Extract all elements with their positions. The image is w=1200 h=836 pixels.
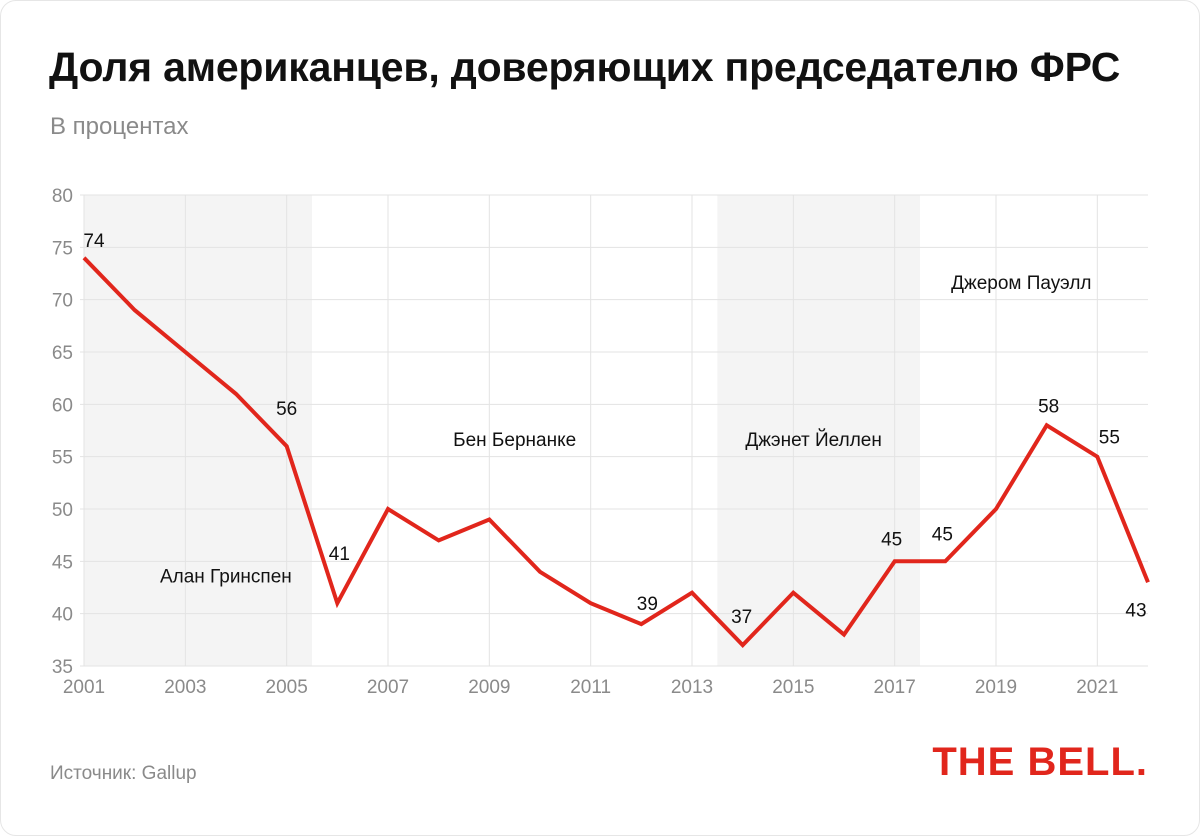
- x-tick-label: 2013: [671, 677, 713, 698]
- x-tick-label: 2003: [164, 677, 206, 698]
- data-label: 45: [881, 529, 902, 550]
- y-tick-label: 70: [52, 291, 73, 312]
- y-tick-label: 60: [52, 395, 73, 416]
- data-label: 39: [637, 594, 658, 615]
- x-tick-label: 2011: [570, 677, 611, 698]
- period-label-2: Джэнет Йеллен: [745, 429, 882, 451]
- the-bell-logo: THE BELL.: [932, 740, 1148, 784]
- x-axis-ticks: 2001 2003 2005 2007 2009 2011 2013 2015 2017 2019…: [63, 677, 1119, 698]
- chart-subtitle: В процентах: [50, 113, 189, 140]
- x-tick-label: 2015: [772, 677, 814, 698]
- x-tick-label: 2019: [975, 677, 1017, 698]
- period-shade-0: [84, 195, 312, 666]
- data-label: 45: [932, 524, 953, 545]
- series-group: [82, 256, 1150, 648]
- x-tick-label: 2005: [266, 677, 308, 698]
- source-note: Источник: Gallup: [50, 763, 197, 784]
- period-shade-2: [717, 195, 920, 666]
- y-tick-label: 35: [52, 657, 73, 678]
- y-tick-label: 45: [52, 552, 73, 573]
- grid-lines: [80, 194, 1148, 667]
- y-tick-label: 55: [52, 448, 73, 469]
- series-line-0: [82, 256, 1150, 648]
- period-labels: Алан Гринспен Бен Бернанке Джэнет Йеллен Дж…: [160, 273, 1092, 587]
- y-axis-ticks: 35 40 45 50 55 60 65 70 75 80: [52, 186, 73, 678]
- y-tick-label: 40: [52, 605, 73, 626]
- period-label-1: Бен Бернанке: [453, 430, 576, 451]
- data-label: 41: [329, 544, 350, 565]
- data-label: 55: [1099, 428, 1120, 449]
- y-tick-label: 50: [52, 500, 73, 521]
- data-label: 74: [83, 231, 105, 252]
- chart-title: Доля американцев, доверяющих председател…: [49, 44, 1121, 90]
- data-label: 37: [731, 607, 752, 628]
- y-tick-label: 65: [52, 343, 73, 364]
- data-labels: 74 56 41 39 37 45 45 58 55 43: [83, 231, 1146, 628]
- data-label: 56: [276, 399, 297, 420]
- data-label: 43: [1125, 600, 1146, 621]
- y-tick-label: 80: [52, 186, 73, 207]
- x-tick-label: 2001: [63, 677, 105, 698]
- data-label: 58: [1038, 396, 1059, 417]
- x-tick-label: 2017: [874, 677, 916, 698]
- y-tick-label: 75: [52, 238, 73, 259]
- period-label-0: Алан Гринспен: [160, 566, 292, 587]
- x-tick-label: 2021: [1076, 677, 1118, 698]
- period-label-3: Джером Пауэлл: [951, 273, 1091, 294]
- x-tick-label: 2007: [367, 677, 409, 698]
- x-tick-label: 2009: [468, 677, 510, 698]
